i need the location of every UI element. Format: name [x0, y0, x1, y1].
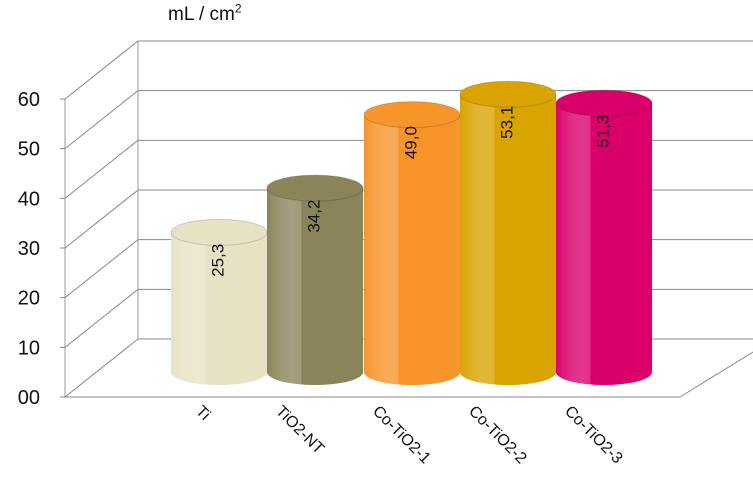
- x-tick-label: TiO2-NT: [272, 403, 327, 458]
- y-tick-label: 60: [18, 89, 40, 111]
- data-label: 34,2: [304, 200, 323, 233]
- bar-top: [363, 101, 461, 129]
- bar-2: 49,0: [363, 101, 461, 385]
- gridline-diagonal: [64, 90, 139, 150]
- data-label: 53,1: [497, 106, 516, 139]
- data-label: 49,0: [401, 126, 420, 159]
- y-tick-label: 40: [18, 188, 40, 210]
- bar-3: 53,1: [459, 80, 557, 386]
- bar-shade: [364, 114, 460, 385]
- bars: 25,3 34,2 49,0 53,1 51,3: [170, 80, 653, 386]
- x-tick-label: Co-TiO2-3: [561, 403, 625, 467]
- data-label: 25,3: [208, 244, 227, 277]
- data-label: 51,3: [593, 115, 612, 148]
- bar-4: 51,3: [555, 89, 653, 386]
- bar-top: [170, 218, 268, 246]
- gridline-diagonal: [64, 338, 139, 398]
- y-tick-label: 50: [18, 139, 40, 161]
- y-axis-ticks: 00 10 20 30 40 50 60: [18, 89, 65, 409]
- y-tick-label: 10: [18, 337, 40, 359]
- x-tick-label: Ti: [192, 403, 213, 424]
- gridline-diagonal: [64, 189, 139, 249]
- y-tick-label: 00: [18, 387, 40, 409]
- gridline-diagonal: [64, 239, 139, 299]
- x-axis-ticks: Ti TiO2-NT Co-TiO2-1 Co-TiO2-2 Co-TiO2-3: [192, 403, 625, 467]
- bar-shade: [556, 103, 652, 386]
- bar-0: 25,3: [170, 218, 268, 385]
- bar-shade: [171, 232, 267, 385]
- bar-top: [266, 174, 364, 202]
- y-tick-label: 20: [18, 288, 40, 310]
- floor-right-edge: [679, 351, 753, 398]
- gridline-diagonal: [64, 288, 139, 348]
- gridline-diagonal: [64, 40, 139, 100]
- bar-shade: [460, 94, 556, 386]
- y-tick-label: 30: [18, 238, 40, 260]
- bar-shade: [267, 188, 363, 385]
- y-unit-label: mL / cm2: [168, 1, 242, 25]
- bar-top: [459, 80, 557, 108]
- gridline-diagonal: [64, 139, 139, 199]
- bar-1: 34,2: [266, 174, 364, 385]
- x-tick-label: Co-TiO2-2: [465, 403, 529, 467]
- bar-top: [555, 89, 653, 117]
- x-tick-label: Co-TiO2-1: [369, 403, 433, 467]
